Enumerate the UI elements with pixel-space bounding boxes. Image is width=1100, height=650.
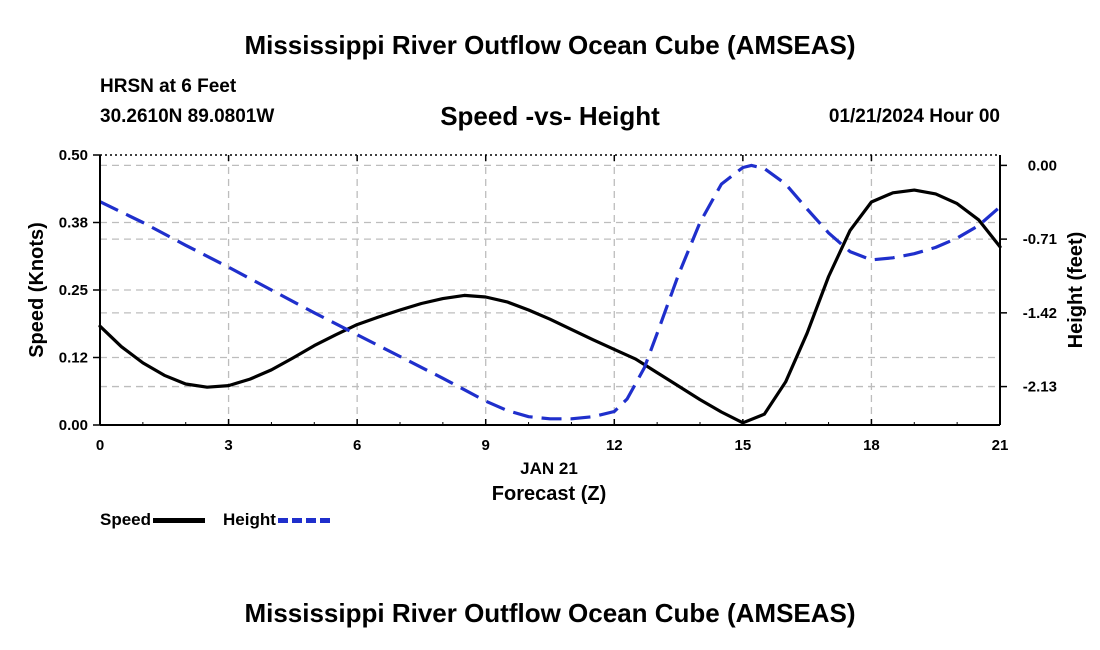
x-tick-label: 0 — [96, 437, 104, 454]
x-tick-label: 18 — [863, 437, 880, 454]
x-axis-title: Forecast (Z) — [492, 483, 606, 505]
x-tick-label: 9 — [482, 437, 490, 454]
chart-footer-title: Mississippi River Outflow Ocean Cube (AM… — [244, 598, 856, 628]
y2-tick-label: -1.42 — [1023, 305, 1057, 322]
legend-item-height: Height — [223, 510, 330, 530]
x-tick-label: 12 — [606, 437, 623, 454]
y-tick-label: 0.38 — [59, 215, 88, 232]
x-tick-label: 15 — [735, 437, 752, 454]
legend: Speed Height — [100, 510, 348, 530]
labels-layer: JAN 21 Forecast (Z) Speed (Knots) Height… — [26, 147, 1087, 505]
chart-main-title: Mississippi River Outflow Ocean Cube (AM… — [244, 30, 856, 60]
y-tick-label: 0.00 — [59, 417, 88, 434]
series-line-speed — [98, 188, 1002, 425]
y2-tick-label: -2.13 — [1023, 379, 1057, 396]
series-layer — [98, 163, 1002, 425]
y2-tick-label: -0.71 — [1023, 231, 1057, 248]
series-line-height — [99, 163, 1002, 421]
y2-tick-label: 0.00 — [1028, 157, 1057, 174]
y-tick-label: 0.12 — [59, 350, 88, 367]
x-tick-label: 3 — [224, 437, 232, 454]
y-axis-title-right: Height (feet) — [1065, 232, 1087, 349]
coordinates-label: 30.2610N 89.0801W — [100, 106, 275, 127]
legend-label-speed: Speed — [100, 510, 152, 529]
legend-swatch-speed — [153, 517, 206, 523]
grid-layer — [100, 155, 1000, 425]
x-tick-label: 6 — [353, 437, 361, 454]
legend-label-height: Height — [223, 510, 276, 529]
x-axis-date-label: JAN 21 — [520, 459, 578, 478]
station-label: HRSN at 6 Feet — [100, 76, 237, 97]
forecast-datetime: 01/21/2024 Hour 00 — [828, 106, 1000, 127]
axes-layer — [93, 154, 1007, 426]
legend-swatch-height — [277, 517, 330, 523]
y-axis-title-left: Speed (Knots) — [26, 222, 48, 358]
y-tick-label: 0.50 — [59, 147, 88, 164]
x-tick-label: 21 — [992, 437, 1009, 454]
chart-subtitle: Speed -vs- Height — [440, 101, 660, 131]
legend-item-speed: Speed — [100, 510, 206, 530]
y-tick-label: 0.25 — [59, 282, 88, 299]
